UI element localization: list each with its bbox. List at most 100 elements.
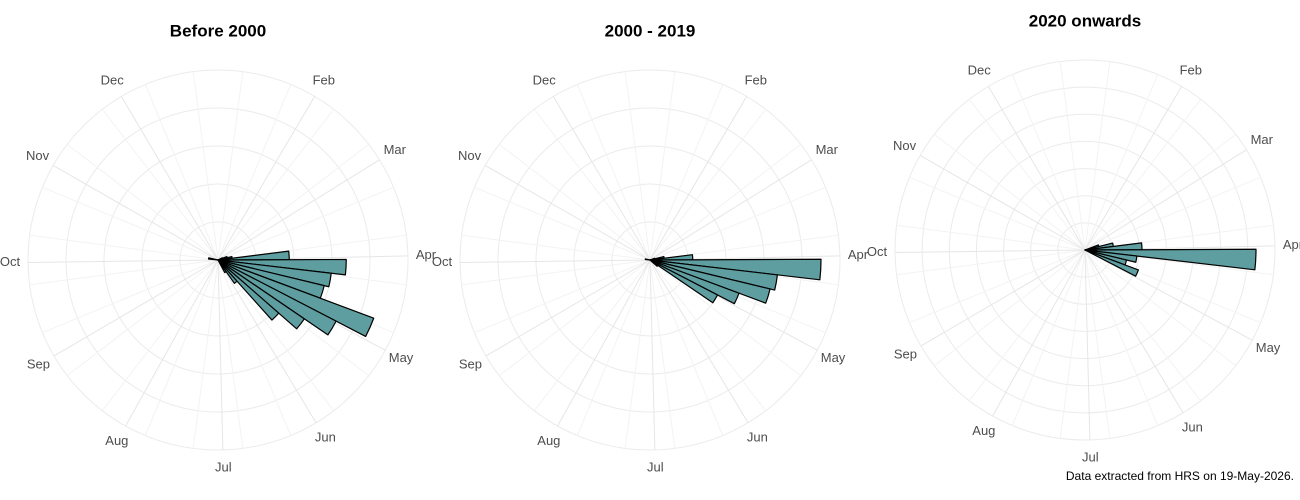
minor-spoke <box>192 259 219 449</box>
grid-spoke <box>919 155 1086 251</box>
grid-spoke <box>125 259 219 427</box>
chart-title: 2000 - 2019 <box>605 21 696 40</box>
month-label: Jul <box>1082 449 1099 464</box>
minor-spoke <box>498 259 651 377</box>
grid-spoke <box>53 259 219 357</box>
grid-spoke <box>649 259 656 450</box>
grid-spoke <box>649 96 748 261</box>
grid-spoke <box>217 96 316 261</box>
minor-spoke <box>1084 249 1111 439</box>
month-label: Mar <box>1251 132 1274 147</box>
minor-spoke <box>461 259 651 286</box>
minor-spoke <box>1059 61 1086 251</box>
grid-spoke <box>1084 149 1247 251</box>
minor-spoke <box>192 71 219 261</box>
minor-spoke <box>1084 176 1261 251</box>
minor-spoke <box>66 259 219 377</box>
minor-spoke <box>1084 98 1202 251</box>
grid-ring <box>459 69 841 451</box>
minor-spoke <box>1011 249 1086 426</box>
minor-spoke <box>933 133 1086 251</box>
grid-spoke <box>217 259 317 424</box>
month-label: Nov <box>893 138 917 153</box>
month-label: Dec <box>101 72 125 87</box>
month-label: Mar <box>384 142 407 157</box>
grid-spoke <box>649 159 812 261</box>
month-label: Jun <box>315 430 336 445</box>
minor-spoke <box>217 71 244 261</box>
grid-spoke <box>649 259 749 424</box>
minor-spoke <box>217 108 335 261</box>
chart-title: 2020 onwards <box>1029 11 1141 30</box>
month-label: Aug <box>972 423 995 438</box>
bar <box>649 259 659 267</box>
bar <box>217 259 280 321</box>
month-label: Nov <box>26 148 50 163</box>
minor-spoke <box>144 259 219 436</box>
grid-spoke <box>52 165 219 261</box>
minor-spoke <box>1084 249 1237 367</box>
minor-spoke <box>624 259 651 449</box>
minor-spoke <box>576 259 651 436</box>
minor-spoke <box>968 98 1086 251</box>
month-label: Sep <box>459 356 482 371</box>
minor-spoke <box>968 249 1086 402</box>
minor-spoke <box>649 71 676 261</box>
minor-spoke <box>1059 249 1086 439</box>
minor-spoke <box>649 259 802 377</box>
minor-spoke <box>649 108 767 261</box>
month-label: Oct <box>432 254 453 269</box>
minor-spoke <box>42 259 219 334</box>
polar-chart: 2020 onwards Feb Mar Apr May Jun Jul Aug Sep Oct N… <box>867 11 1300 464</box>
month-label: Jun <box>1182 420 1203 435</box>
grid-spoke <box>895 249 1086 253</box>
grid-spoke <box>552 96 651 261</box>
polar-chart: Before 2000 Feb Mar Apr May Jun Jul Aug Sep Oct No… <box>0 21 437 474</box>
month-label: Jul <box>215 459 232 474</box>
month-label: May <box>1256 340 1281 355</box>
month-label: Dec <box>533 72 557 87</box>
minor-spoke <box>576 84 651 261</box>
minor-spoke <box>474 186 651 261</box>
month-label: Feb <box>745 72 767 87</box>
minor-spoke <box>42 186 219 261</box>
month-label: Oct <box>0 254 21 269</box>
grid-spoke <box>460 259 651 263</box>
minor-spoke <box>533 259 651 412</box>
grid-spoke <box>987 86 1086 251</box>
minor-spoke <box>909 176 1086 251</box>
minor-spoke <box>649 259 676 449</box>
month-label: Feb <box>1180 62 1202 77</box>
grid-ring <box>27 69 409 451</box>
minor-spoke <box>217 259 244 449</box>
chart-title: Before 2000 <box>170 21 266 40</box>
month-label: Sep <box>894 346 917 361</box>
minor-spoke <box>896 224 1086 251</box>
grid-spoke <box>484 165 651 261</box>
minor-spoke <box>1084 249 1202 402</box>
month-label: Feb <box>313 72 335 87</box>
grid-spoke <box>28 259 219 263</box>
minor-spoke <box>649 84 724 261</box>
grid-spoke <box>1084 249 1091 440</box>
minor-spoke <box>29 259 219 286</box>
minor-spoke <box>1084 133 1237 251</box>
bar <box>649 259 719 304</box>
minor-spoke <box>29 234 219 261</box>
bar <box>217 259 305 330</box>
minor-spoke <box>498 143 651 261</box>
grid-ring <box>65 107 371 413</box>
grid-spoke <box>485 259 651 357</box>
minor-spoke <box>217 84 292 261</box>
grid-ring <box>894 59 1276 441</box>
month-label: Apr <box>1283 237 1300 252</box>
minor-spoke <box>217 143 370 261</box>
minor-spoke <box>217 186 394 261</box>
month-label: Mar <box>816 142 839 157</box>
month-label: Nov <box>458 148 482 163</box>
minor-spoke <box>933 249 1086 367</box>
minor-spoke <box>1084 249 1159 426</box>
month-label: Jun <box>747 430 768 445</box>
grid-spoke <box>217 259 224 450</box>
minor-spoke <box>1084 74 1159 251</box>
